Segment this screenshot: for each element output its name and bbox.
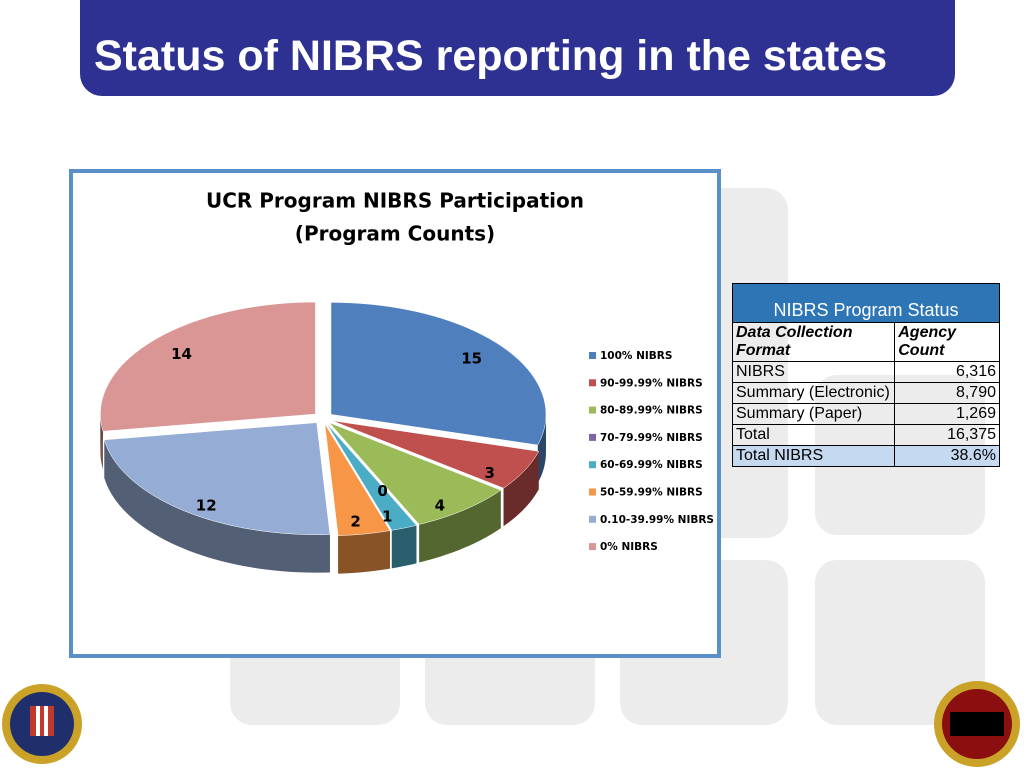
slice-side	[391, 525, 417, 569]
data-label: 12	[196, 497, 217, 515]
legend-swatch	[589, 543, 596, 551]
legend-swatch	[589, 433, 596, 441]
legend-swatch	[589, 379, 596, 387]
header-cell: Data Collection Format	[731, 322, 896, 362]
data-label: 14	[171, 345, 192, 363]
slide-title: Status of NIBRS reporting in the states	[94, 32, 888, 80]
legend-swatch	[589, 352, 596, 359]
slice	[324, 423, 391, 536]
slice-side	[503, 451, 539, 527]
legend-label: 0% NIBRS	[600, 541, 658, 553]
cell: Total	[731, 424, 896, 446]
legend-label: 60-69.99% NIBRS	[600, 459, 703, 471]
cell: 38.6%	[894, 445, 1000, 467]
data-label: 4	[435, 497, 445, 515]
slice-side	[338, 530, 391, 574]
data-label: 1	[382, 508, 392, 526]
slice-side	[104, 439, 330, 573]
slice	[103, 422, 331, 535]
legend-swatch	[589, 461, 596, 469]
chart-subtitle: (Program Counts)	[295, 222, 495, 246]
cell: Summary (Paper)	[731, 403, 896, 425]
cell: NIBRS	[731, 361, 896, 383]
legend-swatch	[589, 515, 596, 523]
chart: UCR Program NIBRS Participation (Program…	[100, 189, 714, 574]
legend-swatch	[589, 488, 596, 496]
data-label: 0	[377, 482, 387, 500]
legend-label: 80-89.99% NIBRS	[600, 405, 703, 417]
slice	[326, 423, 417, 531]
cell: Summary (Electronic)	[731, 382, 896, 404]
slice	[329, 422, 502, 525]
slice	[330, 302, 547, 446]
pie	[100, 301, 547, 574]
data-label: 3	[485, 464, 495, 482]
slice-side	[419, 490, 501, 563]
header-cell: Agency Count	[894, 322, 1000, 362]
cell: Total NIBRS	[731, 445, 896, 467]
ucr-seal	[934, 681, 1020, 767]
legend-label: 90-99.99% NIBRS	[600, 377, 703, 389]
chart-frame: UCR Program NIBRS Participation (Program…	[69, 169, 721, 658]
legend-label: 100% NIBRS	[600, 350, 672, 362]
cell: 8,790	[894, 382, 1000, 404]
fbi-seal	[2, 684, 82, 764]
status-table: NIBRS Program Status Data Collection For…	[731, 283, 1000, 467]
chart-title: UCR Program NIBRS Participation	[206, 189, 584, 213]
cell: 6,316	[894, 361, 1000, 383]
cell: 16,375	[894, 424, 1000, 446]
legend-swatch	[589, 406, 596, 414]
legend-label: 0.10-39.99% NIBRS	[600, 514, 714, 526]
slice	[331, 420, 540, 489]
legend-label: 70-79.99% NIBRS	[600, 432, 703, 444]
table-title: NIBRS Program Status	[732, 283, 1000, 323]
slice-side	[537, 414, 546, 484]
slice	[100, 301, 316, 432]
data-label: 2	[350, 512, 360, 530]
legend-label: 50-59.99% NIBRS	[600, 487, 703, 499]
cell: 1,269	[894, 403, 1000, 425]
data-label: 15	[461, 350, 482, 368]
header-bar: Status of NIBRS reporting in the states	[80, 0, 955, 96]
